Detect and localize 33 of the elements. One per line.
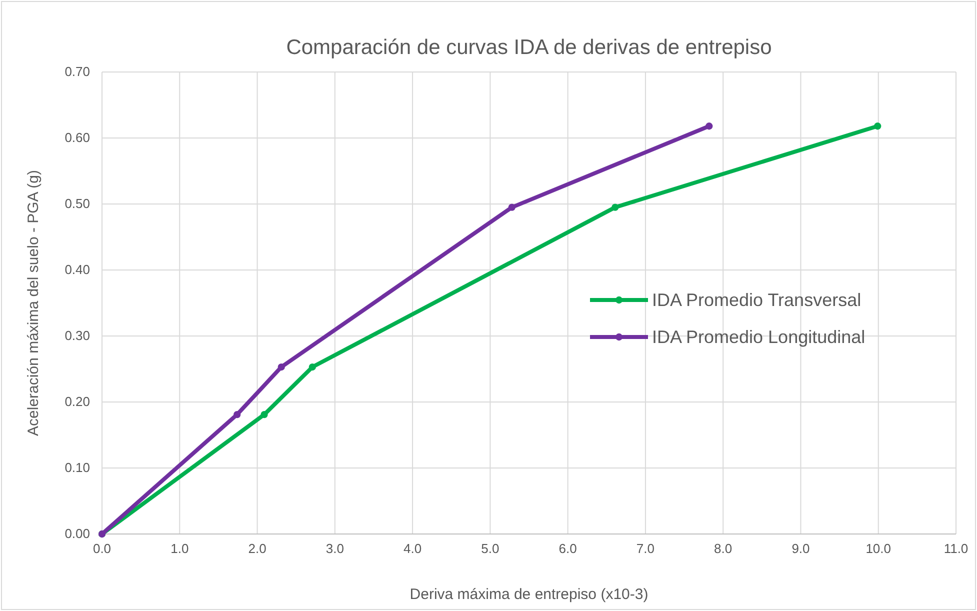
x-tick-label: 8.0: [714, 541, 732, 556]
y-tick-label: 0.00: [64, 526, 90, 542]
x-tick-label: 2.0: [248, 541, 266, 556]
point: [874, 122, 882, 130]
point: [278, 363, 285, 371]
legend-label: IDA Promedio Transversal: [652, 290, 862, 310]
y-tick-label: 0.20: [64, 394, 90, 410]
x-tick-label: 6.0: [558, 541, 577, 556]
y-tick-label: 0.60: [64, 130, 90, 146]
chart-title: Comparación de curvas IDA de derivas de entrepiso: [286, 36, 772, 59]
point: [234, 410, 241, 418]
x-tick-label: 9.0: [792, 541, 810, 556]
point: [260, 410, 268, 418]
x-tick-label: 3.0: [326, 541, 344, 556]
legend-label: IDA Promedio Longitudinal: [652, 327, 866, 347]
point: [612, 204, 619, 211]
y-tick-label: 0.50: [64, 196, 90, 212]
point: [706, 122, 713, 130]
point: [308, 363, 316, 371]
x-tick-label: 7.0: [636, 541, 654, 556]
y-tick-label: 0.40: [64, 262, 90, 278]
x-tick-label: 5.0: [481, 541, 500, 556]
x-tick-label: 11.0: [944, 541, 968, 556]
x-tick-label: 0.0: [92, 541, 112, 556]
x-tick-label: 1.0: [170, 541, 189, 556]
y-tick-label: 0.70: [64, 64, 90, 80]
y-axis-title: Aceleración máxima del suelo - PGA (g): [25, 170, 42, 436]
point: [508, 204, 516, 211]
y-tick-label: 0.30: [64, 328, 90, 344]
x-tick-label: 4.0: [404, 541, 422, 556]
x-axis-title: Deriva máxima de entrepiso (x10-3): [410, 586, 648, 603]
x-tick-label: 10.0: [866, 541, 892, 556]
y-tick-label: 0.10: [64, 460, 90, 476]
